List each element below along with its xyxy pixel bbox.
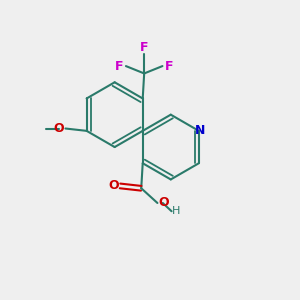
Text: H: H [172,206,180,216]
Text: O: O [54,122,64,135]
Text: F: F [140,41,148,54]
Text: N: N [195,124,206,137]
Text: F: F [165,60,173,73]
Text: O: O [109,179,119,192]
Text: F: F [115,60,124,73]
Text: O: O [159,196,169,209]
